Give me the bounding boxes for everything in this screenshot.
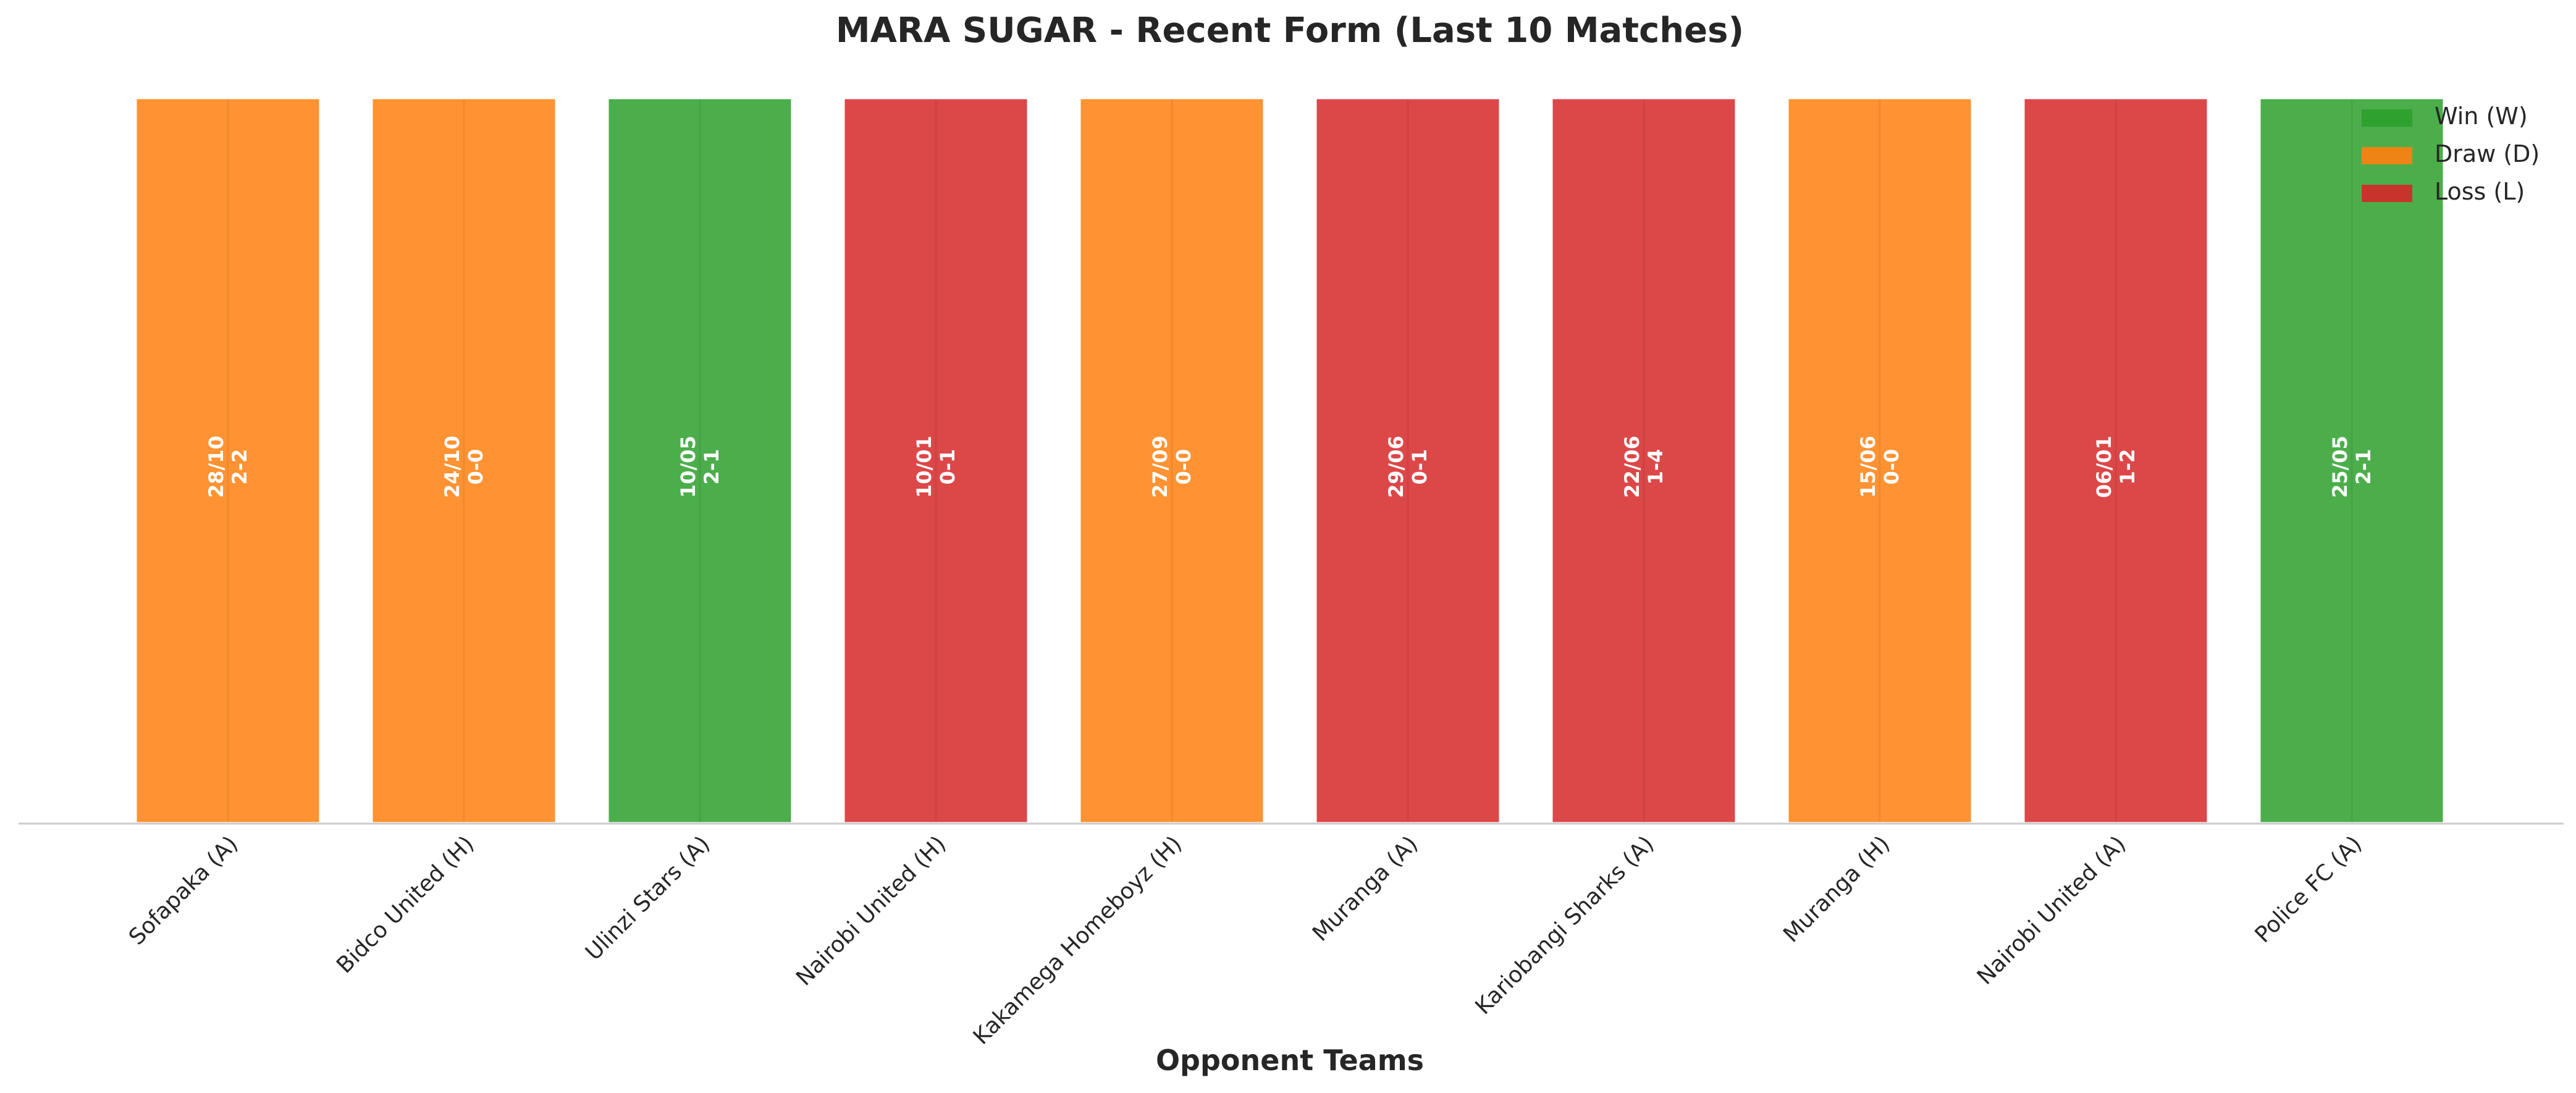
x-tick-label: Nairobi United (A) <box>1972 831 2131 990</box>
bar-label: 06/01 1-2 <box>2092 436 2139 498</box>
legend-label-w: Win (W) <box>2435 103 2528 130</box>
bar-label: 10/01 0-1 <box>912 436 959 498</box>
bar-label: 27/09 0-0 <box>1148 436 1195 498</box>
bar-label-date: 15/06 <box>1856 436 1880 498</box>
bar-3 <box>605 96 794 825</box>
bar-label-score: 0-1 <box>936 449 959 485</box>
bar-label-date: 06/01 <box>2092 436 2116 498</box>
bar-5 <box>1077 96 1266 825</box>
bar-label: 24/10 0-0 <box>440 436 487 498</box>
bar-6 <box>1313 96 1502 825</box>
legend-label-d: Draw (D) <box>2435 140 2540 167</box>
x-tick-label: Police FC (A) <box>2250 831 2367 948</box>
x-tick-label: Kariobangi Sharks (A) <box>1470 831 1659 1019</box>
bars-group: 28/10 2-2 24/10 0-0 10/05 2-1 10/01 0-1 27/09 0-0… <box>133 96 2446 825</box>
legend-swatch-w <box>2362 109 2412 127</box>
bar-label-score: 1-4 <box>1644 449 1667 485</box>
bar-7 <box>1549 96 1738 825</box>
bar-label-score: 0-1 <box>1408 449 1431 485</box>
x-tick-labels: Sofapaka (A) Bidco United (H) Ulinzi Stars… <box>124 831 2367 1049</box>
bar-label-score: 2-2 <box>228 449 251 485</box>
x-tick-label: Bidco United (H) <box>332 831 479 978</box>
x-tick-label: Ulinzi Stars (A) <box>581 831 715 965</box>
bar-label-date: 10/05 <box>676 436 700 498</box>
bar-label-date: 28/10 <box>204 436 228 498</box>
bar-label-date: 29/06 <box>1384 436 1408 498</box>
x-tick-label: Nairobi United (H) <box>791 831 951 990</box>
x-tick-label: Sofapaka (A) <box>124 831 243 950</box>
bar-label-date: 25/05 <box>2328 436 2352 498</box>
legend-swatch-l <box>2362 185 2412 202</box>
x-tick-label: Muranga (H) <box>1778 831 1895 947</box>
bar-label: 28/10 2-2 <box>204 436 251 498</box>
bar-label-date: 10/01 <box>912 436 936 498</box>
bar-1 <box>133 96 322 825</box>
chart-title: MARA SUGAR - Recent Form (Last 10 Matche… <box>836 11 1744 51</box>
bar-label: 15/06 0-0 <box>1856 436 1903 498</box>
legend-label-l: Loss (L) <box>2435 178 2525 205</box>
bar-label-date: 22/06 <box>1620 436 1644 498</box>
x-tick-label: Kakamega Homeboyz (H) <box>969 831 1187 1049</box>
legend: Win (W) Draw (D) Loss (L) <box>2362 103 2540 205</box>
bar-label-score: 2-1 <box>2352 449 2375 485</box>
bar-4 <box>841 96 1030 825</box>
bar-2 <box>369 96 558 825</box>
bar-10 <box>2257 96 2446 825</box>
x-axis-label: Opponent Teams <box>1156 1044 1424 1077</box>
bar-label-score: 2-1 <box>700 449 723 485</box>
bar-label-score: 0-0 <box>1880 449 1903 485</box>
bar-label-score: 0-0 <box>464 449 487 485</box>
bar-label-date: 27/09 <box>1148 436 1172 498</box>
bar-label: 25/05 2-1 <box>2328 436 2375 498</box>
legend-swatch-d <box>2362 147 2412 164</box>
bar-label: 29/06 0-1 <box>1384 436 1431 498</box>
x-tick-label: Muranga (A) <box>1308 831 1423 946</box>
bar-label: 10/05 2-1 <box>676 436 723 498</box>
bar-label-date: 24/10 <box>440 436 464 498</box>
bar-label: 22/06 1-4 <box>1620 436 1667 498</box>
bar-label-score: 0-0 <box>1172 449 1195 485</box>
bar-label-score: 1-2 <box>2116 449 2139 485</box>
